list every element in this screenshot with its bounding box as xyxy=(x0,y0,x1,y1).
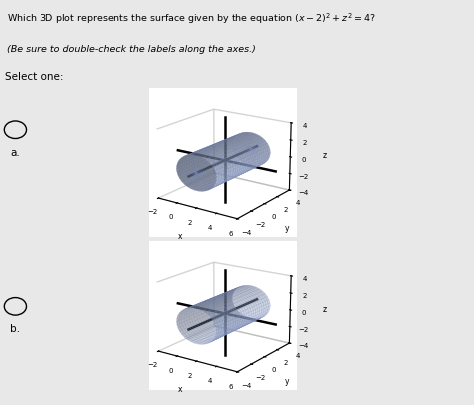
Y-axis label: y: y xyxy=(284,376,289,385)
Text: Which 3D plot represents the surface given by the equation $(x - 2)^2 + z^2 = 4$: Which 3D plot represents the surface giv… xyxy=(7,11,376,26)
Y-axis label: y: y xyxy=(284,224,289,232)
X-axis label: x: x xyxy=(178,384,182,393)
Text: Select one:: Select one: xyxy=(5,72,63,82)
Text: b.: b. xyxy=(10,323,20,333)
Text: a.: a. xyxy=(10,147,20,157)
Text: (Be sure to double-check the labels along the axes.): (Be sure to double-check the labels alon… xyxy=(7,45,256,54)
X-axis label: x: x xyxy=(178,231,182,240)
